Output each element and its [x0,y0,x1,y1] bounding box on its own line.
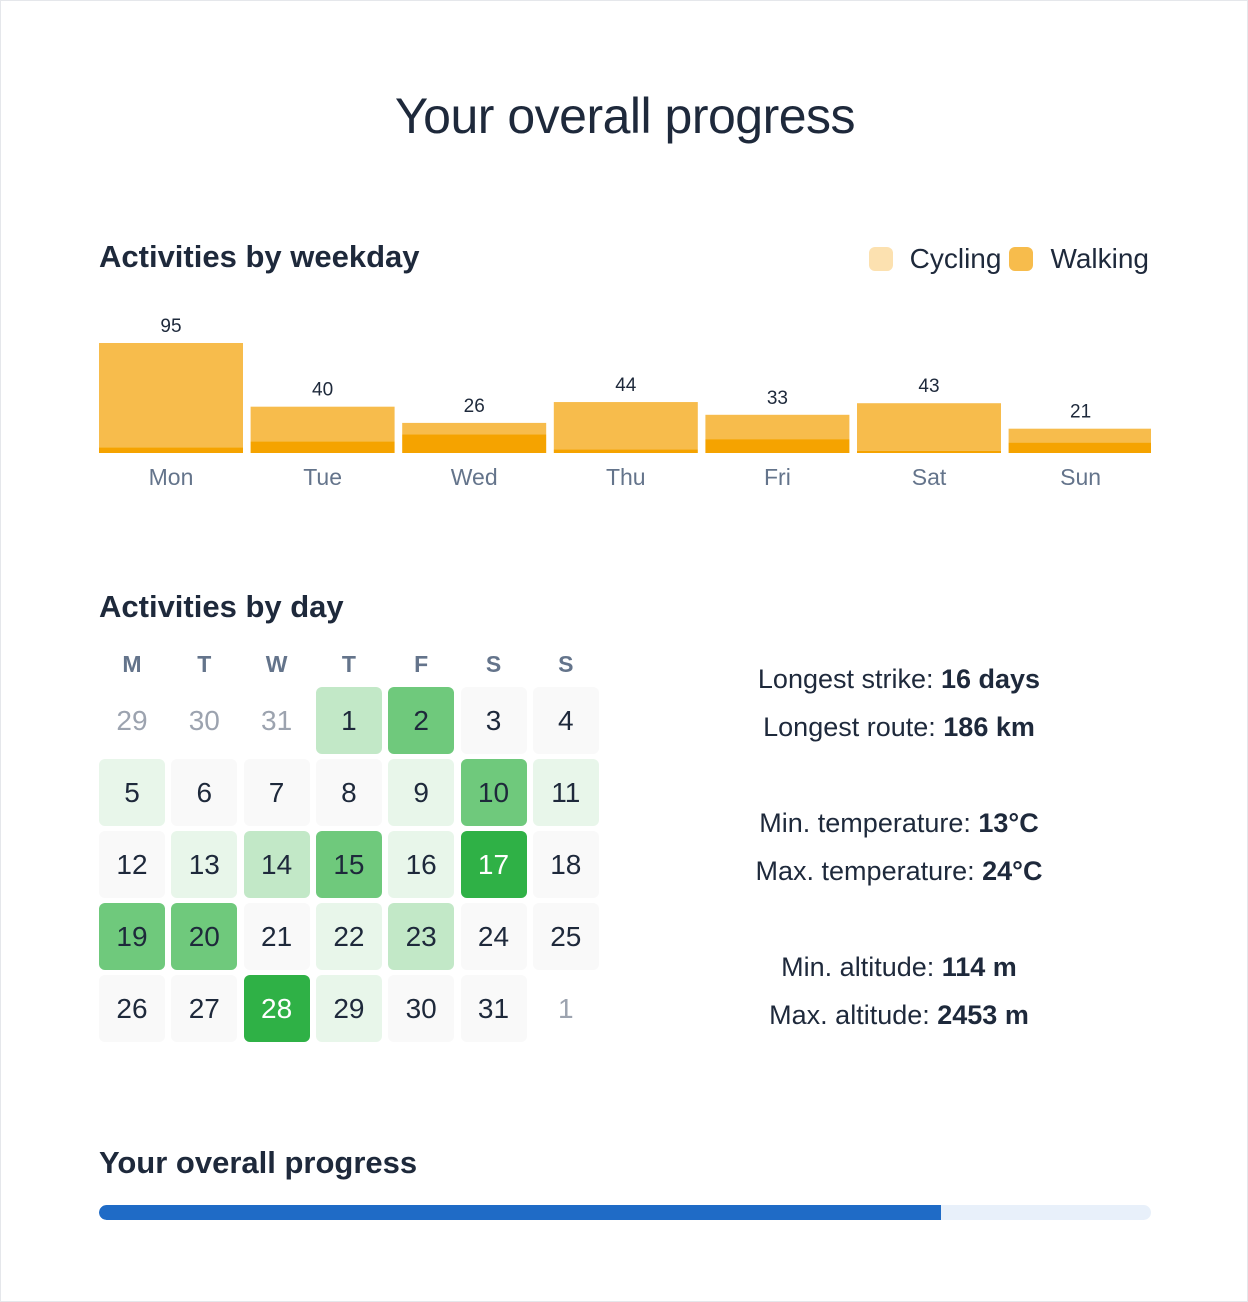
bar-cycling-sun [1008,442,1151,453]
calendar-day[interactable]: 11 [532,759,599,826]
calendar-day[interactable]: 15 [315,831,382,898]
x-tick-label: Sat [912,464,947,490]
data-label: 43 [918,376,939,397]
weekday-header: T [341,651,356,677]
data-label: 21 [1070,402,1091,423]
legend-swatch-walking [1009,247,1034,271]
stat-max-temperature: Max. temperature: 24°C [755,856,1043,886]
legend-label-cycling: Cycling [909,243,1002,274]
calendar-day[interactable]: 7 [243,759,310,826]
calendar-day[interactable]: 10 [460,759,527,826]
calendar-day[interactable]: 17 [460,831,527,898]
data-label: 26 [464,396,485,417]
x-tick-label: Thu [606,464,646,490]
data-label: 40 [312,380,333,401]
data-label: 95 [160,316,181,337]
x-tick-label: Wed [451,464,498,490]
calendar-day[interactable]: 19 [99,903,165,970]
calendar-day[interactable]: 25 [532,903,599,970]
calendar-day[interactable]: 31 [261,704,293,736]
weekday-header: T [197,651,212,677]
bar-cycling-sat [857,450,1001,453]
bar-cycling-mon [99,447,243,453]
bar-walking-thu [553,402,698,450]
bar-walking-mon [99,343,243,448]
calendar-day[interactable]: 20 [171,903,238,970]
legend-swatch-cycling [868,247,893,271]
calendar-day[interactable]: 5 [99,759,165,826]
calendar-day[interactable]: 27 [171,975,238,1042]
legend-label-walking: Walking [1050,243,1149,274]
stats-group-temperature: Min. temperature: 13°C Max. temperature:… [699,799,1099,895]
progress-fill [99,1205,941,1220]
calendar-day[interactable]: 29 [116,704,148,736]
weekday-header: W [265,651,288,677]
bar-walking-sat [857,403,1001,451]
day-section-title: Activities by day [99,589,344,624]
calendar-day[interactable]: 8 [315,759,382,826]
stat-min-temperature: Min. temperature: 13°C [759,808,1039,838]
x-tick-label: Mon [149,464,194,490]
weekday-header: S [485,651,502,677]
overall-progress-bar [99,1205,1151,1220]
stat-min-altitude: Min. altitude: 114 m [781,952,1017,982]
bar-walking-wed [402,422,547,435]
calendar-day[interactable]: 23 [388,903,455,970]
calendar-day[interactable]: 6 [171,759,238,826]
calendar-day[interactable]: 22 [315,903,382,970]
calendar-day[interactable]: 30 [388,975,455,1042]
stat-longest-strike: Longest strike: 16 days [757,664,1041,694]
progress-title: Your overall progress [99,1145,418,1180]
calendar-day[interactable]: 4 [532,687,599,754]
stat-max-altitude: Max. altitude: 2453 m [769,1000,1029,1030]
x-tick-label: Fri [764,464,791,490]
calendar-day[interactable]: 2 [388,687,455,754]
calendar-day[interactable]: 12 [99,831,165,898]
bar-cycling-wed [402,434,547,453]
page-title: Your overall progress [394,88,856,144]
bar-cycling-thu [553,449,698,453]
calendar-day[interactable]: 13 [171,831,238,898]
calendar-day[interactable]: 24 [460,903,527,970]
calendar-day[interactable]: 21 [243,903,310,970]
calendar-day[interactable]: 29 [315,975,382,1042]
calendar-day[interactable]: 28 [243,975,310,1042]
weekday-bar-chart: 95 Mon 40 Tue 26 Wed 44 Thu 33 Fri 43 Sat 21 Sun [99,316,1151,490]
bar-walking-tue [250,406,395,442]
stats-group-route: Longest strike: 16 days Longest route: 1… [699,655,1099,751]
calendar-day[interactable]: 1 [315,687,382,754]
stat-longest-route: Longest route: 186 km [763,712,1035,742]
calendar-day[interactable]: 16 [388,831,455,898]
bar-walking-sun [1008,428,1151,443]
bar-cycling-tue [250,441,395,453]
data-label: 44 [615,375,637,396]
bar-cycling-fri [705,439,850,453]
calendar-day[interactable]: 30 [188,704,220,736]
weekday-header: F [414,651,429,677]
calendar-day[interactable]: 31 [460,975,527,1042]
calendar-day[interactable]: 1 [558,992,574,1024]
stats-group-altitude: Min. altitude: 114 m Max. altitude: 2453… [699,943,1099,1039]
calendar-day[interactable]: 26 [99,975,165,1042]
x-tick-label: Sun [1060,464,1101,490]
weekday-section-title: Activities by weekday [99,239,420,274]
chart-legend: Cycling Walking [868,243,1149,275]
bar-walking-fri [705,414,850,440]
x-tick-label: Tue [303,464,342,490]
weekday-header: M [122,651,142,677]
weekday-header: S [558,651,574,677]
data-label: 33 [767,388,788,409]
calendar-day[interactable]: 14 [243,831,310,898]
calendar-day[interactable]: 3 [460,687,527,754]
calendar-day[interactable]: 9 [388,759,455,826]
calendar-day[interactable]: 18 [532,831,599,898]
